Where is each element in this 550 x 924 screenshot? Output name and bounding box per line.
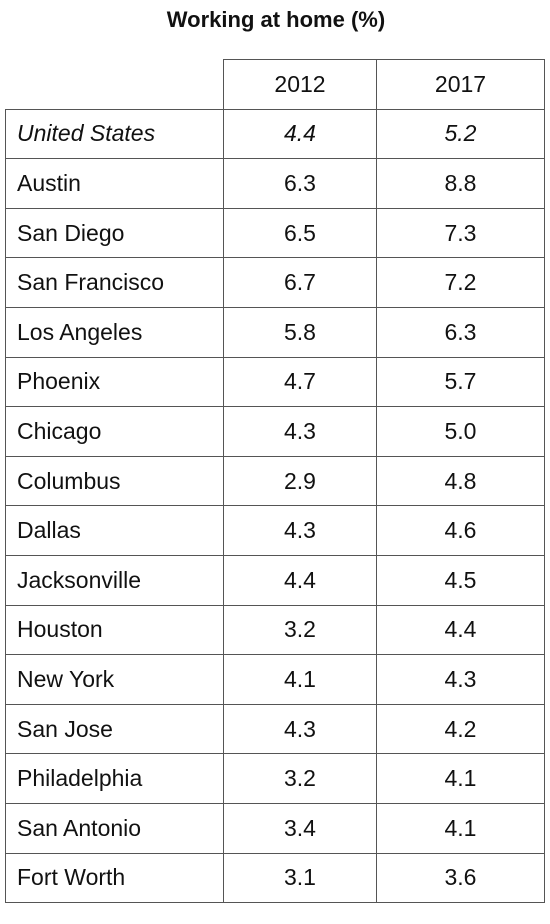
value-cell-2012: 6.3 [223,158,377,209]
value-cell-2017: 4.6 [376,505,545,556]
row-label: United States [5,108,224,160]
table-row: Jacksonville 4.4 4.5 [5,554,545,606]
table-row: San Antonio 3.4 4.1 [5,802,545,854]
table-row: Fort Worth 3.1 3.6 [5,852,545,904]
table-row: United States 4.4 5.2 [5,108,545,160]
table-row: Dallas 4.3 4.6 [5,505,545,556]
row-label: San Jose [5,703,224,755]
table-row: New York 4.1 4.3 [5,654,545,705]
value-cell-2017: 7.2 [376,257,545,308]
header-row: 2012 2017 [5,59,545,110]
table-row: Houston 3.2 4.4 [5,604,545,656]
table-row: Austin 6.3 8.8 [5,158,545,209]
value-cell-2012: 4.3 [223,703,377,755]
value-cell-2012: 3.2 [223,753,377,804]
table-row: Phoenix 4.7 5.7 [5,356,545,408]
value-cell-2017: 8.8 [376,158,545,209]
value-cell-2012: 2.9 [223,455,377,507]
table-row: Philadelphia 3.2 4.1 [5,753,545,804]
row-label: Houston [5,604,224,656]
row-label: San Antonio [5,802,224,854]
table-row: San Francisco 6.7 7.2 [5,257,545,308]
value-cell-2012: 4.4 [223,554,377,606]
row-label: Chicago [5,406,224,457]
table-body: United States 4.4 5.2 Austin 6.3 8.8 San Diego… [5,108,545,904]
value-cell-2017: 4.8 [376,455,545,507]
value-cell-2017: 4.3 [376,654,545,705]
row-label: Phoenix [5,356,224,408]
column-header-2017: 2017 [376,59,545,110]
value-cell-2012: 6.7 [223,257,377,308]
value-cell-2012: 4.3 [223,505,377,556]
value-cell-2012: 6.5 [223,207,377,259]
row-label: New York [5,654,224,705]
value-cell-2017: 4.2 [376,703,545,755]
row-label: Columbus [5,455,224,507]
value-cell-2017: 4.4 [376,604,545,656]
value-cell-2012: 3.2 [223,604,377,656]
value-cell-2017: 4.1 [376,753,545,804]
value-cell-2017: 3.6 [376,852,545,904]
value-cell-2012: 4.1 [223,654,377,705]
table-row: Columbus 2.9 4.8 [5,455,545,507]
value-cell-2017: 4.1 [376,802,545,854]
data-table: 2012 2017 United States 4.4 5.2 Austin 6.3 8.… [5,59,545,904]
value-cell-2012: 3.1 [223,852,377,904]
table-row: Los Angeles 5.8 6.3 [5,306,545,358]
value-cell-2012: 3.4 [223,802,377,854]
row-label: Philadelphia [5,753,224,804]
row-label: Fort Worth [5,852,224,904]
value-cell-2017: 5.0 [376,406,545,457]
value-cell-2017: 4.5 [376,554,545,606]
value-cell-2012: 5.8 [223,306,377,358]
value-cell-2012: 4.3 [223,406,377,457]
value-cell-2017: 7.3 [376,207,545,259]
row-label: Los Angeles [5,306,224,358]
table-row: Chicago 4.3 5.0 [5,406,545,457]
row-label: Jacksonville [5,554,224,606]
row-label: Dallas [5,505,224,556]
table-row: San Jose 4.3 4.2 [5,703,545,755]
row-label: Austin [5,158,224,209]
table-row: San Diego 6.5 7.3 [5,207,545,259]
chart-title: Working at home (%) [166,7,386,32]
value-cell-2012: 4.4 [223,108,377,160]
value-cell-2012: 4.7 [223,356,377,408]
row-label: San Francisco [5,257,224,308]
column-header-2012: 2012 [223,59,377,110]
value-cell-2017: 5.7 [376,356,545,408]
corner-cell [5,59,224,110]
row-label: San Diego [5,207,224,259]
value-cell-2017: 5.2 [376,108,545,160]
value-cell-2017: 6.3 [376,306,545,358]
